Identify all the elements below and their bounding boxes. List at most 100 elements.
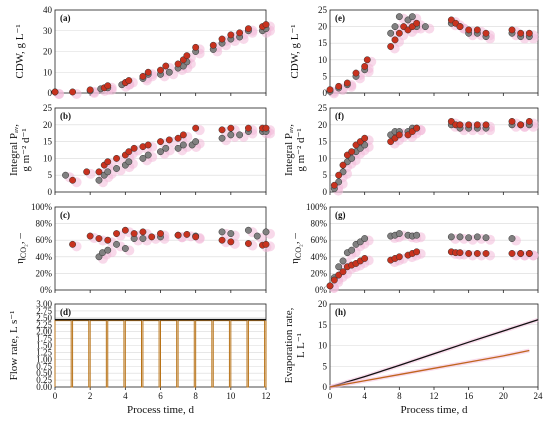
data-point-red: [525, 250, 533, 257]
data-point-red: [95, 235, 103, 242]
y-tick-label: 0: [48, 187, 53, 197]
data-point-grey: [421, 23, 429, 31]
data-point-red: [413, 19, 421, 27]
data-point-grey: [339, 257, 347, 265]
data-point-red: [183, 230, 191, 238]
data-point-grey: [95, 176, 103, 184]
data-point-red: [262, 240, 270, 248]
y-tick-label: 1.75: [36, 334, 52, 344]
data-point-red: [162, 62, 170, 70]
y-tick-label: 80%: [311, 219, 328, 229]
y-tick-label: 20: [43, 47, 53, 57]
data-point-red: [343, 79, 351, 87]
data-point-grey: [244, 226, 252, 234]
y-tick-label: 5: [48, 170, 53, 180]
y-tick-label: 60%: [311, 235, 328, 245]
panel-e: 0 5 10 15 20 25 (e) CDW, g L⁻¹: [289, 5, 539, 99]
y-tick-label: 2.25: [36, 320, 52, 330]
y-tick-label: 20%: [311, 268, 328, 278]
data-point-grey: [395, 13, 403, 21]
data-point-red: [192, 233, 200, 241]
y-tick-label: 0.00: [36, 382, 52, 392]
y-tick-label: 10: [318, 153, 328, 163]
x-tick-label: 4: [362, 391, 367, 401]
data-point-grey: [62, 171, 70, 179]
data-point-grey: [125, 158, 133, 166]
data-point-grey: [165, 68, 173, 76]
data-point-red: [335, 82, 343, 90]
data-point-grey: [456, 233, 464, 241]
y-tick-label: 20%: [36, 268, 53, 278]
y-tick-label: 1.00: [36, 354, 52, 364]
y-axis-label: Flow rate, L s⁻¹: [8, 311, 20, 381]
flow-rate-series-orange: [54, 320, 267, 388]
data-point-red: [517, 250, 525, 257]
y-tick-label: 30: [43, 26, 53, 36]
data-point-red: [244, 25, 252, 33]
y-axis-label: Evaporation rate,: [283, 307, 295, 383]
x-tick-label: 0: [328, 391, 333, 401]
x-tick-label: 6: [158, 391, 163, 401]
data-point-red: [525, 117, 533, 125]
y-tick-label: 5: [323, 170, 328, 180]
data-point-red: [361, 255, 369, 262]
data-point-red: [218, 236, 226, 244]
data-point-red: [465, 26, 473, 34]
data-point-grey: [391, 23, 399, 31]
data-point-red: [148, 233, 156, 241]
data-point-red: [69, 240, 77, 248]
data-point-red: [144, 141, 152, 149]
data-point-red: [192, 43, 200, 51]
data-point-red: [139, 72, 147, 80]
data-point-grey: [218, 134, 226, 142]
data-point-red: [395, 253, 403, 261]
y-axis-label-line2: L L⁻¹: [295, 333, 307, 358]
panel-d: 0.000.250.500.751.001.251.501.752.002.25…: [8, 299, 271, 416]
data-point-grey: [113, 240, 120, 248]
data-point-red: [363, 56, 371, 64]
y-tick-label: 10: [318, 341, 328, 351]
y-axis-label: CDW, g L⁻¹: [289, 24, 301, 78]
y-tick-label: 20: [43, 120, 53, 130]
data-point-red: [413, 248, 421, 256]
data-point-grey: [236, 131, 244, 139]
data-point-red: [157, 230, 164, 238]
y-tick-label: 2.00: [36, 327, 52, 337]
y-axis-label-line2: g m⁻² d⁻¹: [20, 128, 32, 171]
y-tick-label: 1.50: [36, 341, 52, 351]
y-tick-label: 2.50: [36, 313, 52, 323]
data-point-red: [104, 82, 112, 90]
data-point-red: [482, 29, 490, 37]
data-point-red: [361, 134, 369, 142]
y-axis-label: CDW, g L⁻¹: [14, 24, 26, 78]
y-tick-label: 60%: [36, 235, 53, 245]
data-point-red: [413, 124, 421, 132]
y-tick-label: 25: [318, 103, 328, 113]
data-point-red: [473, 26, 481, 34]
y-axis-label-line2: g m⁻² d⁻¹: [295, 128, 307, 171]
data-point-red: [330, 181, 338, 189]
data-point-grey: [262, 228, 270, 236]
data-point-red: [174, 134, 182, 142]
y-tick-label: 100%: [306, 202, 328, 212]
data-point-red: [95, 168, 103, 176]
data-point-red: [525, 29, 533, 37]
data-point-grey: [179, 141, 187, 149]
y-tick-label: 0: [323, 88, 328, 98]
data-point-red: [86, 232, 94, 240]
line-series-black: [329, 319, 539, 388]
data-point-red: [473, 121, 481, 129]
data-point-red: [456, 23, 464, 31]
data-point-red: [326, 282, 334, 290]
y-tick-label: 5: [323, 71, 328, 81]
x-tick-label: 2: [88, 391, 93, 401]
data-point-red: [395, 131, 403, 139]
y-tick-label: 15: [318, 320, 328, 330]
data-point-red: [125, 148, 133, 156]
y-tick-label: 0.75: [36, 361, 52, 371]
y-tick-label: 20: [318, 120, 328, 130]
data-point-grey: [121, 245, 129, 252]
y-tick-label: 15: [318, 137, 328, 147]
x-axis-label: Process time, d: [127, 404, 194, 416]
y-tick-label: 25: [318, 5, 328, 15]
